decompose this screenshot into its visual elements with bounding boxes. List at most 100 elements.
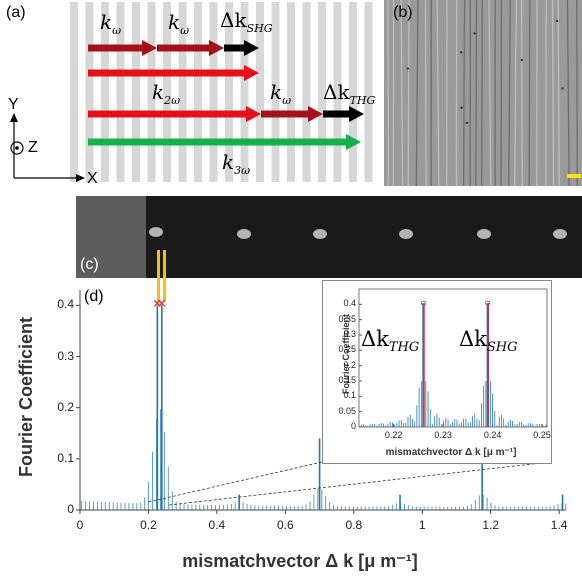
inset-annotation-thg: ΔkTHG xyxy=(361,327,420,356)
diffraction-spot xyxy=(477,229,491,239)
inset-y-tick-label: 0.25 xyxy=(338,344,356,355)
x-tick-label: 0.8 xyxy=(345,518,363,532)
y-tick-label: 0.2 xyxy=(57,399,74,414)
label-k-omega-2: kω xyxy=(168,10,190,37)
diffraction-spot xyxy=(149,227,163,237)
diffraction-spot xyxy=(399,229,413,239)
inset-peak-marker xyxy=(485,300,491,306)
inset-y-tick-label: 0 xyxy=(350,421,356,431)
domain-wall-line xyxy=(400,0,404,186)
x-tick-label: 1.4 xyxy=(550,518,568,532)
inset-x-tick-label: 0.23 xyxy=(434,430,452,440)
defect-dot xyxy=(520,58,524,62)
defect-dot xyxy=(561,87,564,90)
inset-y-tick-label: 0.4 xyxy=(343,298,356,309)
domain-wall-line xyxy=(415,0,419,186)
inset-y-tick-label: 0.2 xyxy=(343,359,356,370)
panel-d-label: (d) xyxy=(84,288,104,305)
domain-wall-line xyxy=(424,0,427,186)
inset-y-tick-label: 0.3 xyxy=(343,329,356,339)
axis-x-label: X xyxy=(87,170,98,187)
inset-plot-frame xyxy=(358,288,548,428)
x-tick-label: 0.6 xyxy=(277,518,294,532)
grating-stripe xyxy=(70,2,78,182)
inset-y-tick-label: 0.15 xyxy=(338,375,356,385)
grating-stripe xyxy=(287,2,295,182)
grating-stripe xyxy=(85,2,94,182)
x-tick-label: 0 xyxy=(76,518,84,532)
panel-b-label: (b) xyxy=(393,4,413,21)
inset-y-tick-label: 0.35 xyxy=(338,313,356,324)
panel-c-far-field-image: (c) xyxy=(76,196,582,278)
domain-wall-line xyxy=(462,0,466,186)
axis-z-label: Z xyxy=(28,139,38,156)
x-tick-label: 0.2 xyxy=(140,518,157,532)
defect-dot xyxy=(473,32,476,35)
inset-peak-marker xyxy=(420,300,426,306)
bright-region xyxy=(76,196,146,278)
inset-x-tick-label: 0.25 xyxy=(533,430,551,440)
grating-stripe xyxy=(364,2,373,182)
diffraction-spot xyxy=(553,229,567,239)
defect-dot xyxy=(460,106,463,110)
label-k-omega-1: kω xyxy=(100,10,122,37)
arrow-k-omega-3 xyxy=(261,106,323,122)
grating-stripe xyxy=(349,2,357,182)
grating-stripe xyxy=(318,2,326,182)
domain-wall-line xyxy=(576,0,578,186)
wavevector-arrows xyxy=(10,40,364,182)
arrow-k-omega-2 xyxy=(157,40,224,56)
inset-spectrum xyxy=(358,288,548,428)
grating-stripe xyxy=(271,2,280,182)
grating-stripes xyxy=(70,2,373,182)
diffraction-spot xyxy=(237,229,251,239)
inset-annotation-shg: ΔkSHG xyxy=(459,327,518,356)
defect-dot xyxy=(465,121,469,125)
label-k-omega-3: kω xyxy=(270,80,292,107)
zoom-connector-left xyxy=(148,461,323,503)
inset-x-axis-title: mismatchvector Δ k [μ m⁻¹] xyxy=(385,447,517,458)
inset-x-tick-label: 0.24 xyxy=(483,430,502,440)
axis-y-label: Y xyxy=(8,96,19,113)
domain-wall-line xyxy=(488,0,492,186)
arrow-k-2omega xyxy=(88,106,261,122)
marker-thg-line xyxy=(157,250,160,302)
grating-stripe xyxy=(116,2,125,182)
arrow-k-omega-1 xyxy=(88,40,157,56)
domain-wall-line xyxy=(557,0,560,186)
x-axis-title: mismatchvector Δ k [μ m⁻¹] xyxy=(182,551,418,571)
scale-bar xyxy=(567,174,581,178)
arrow-k-3omega xyxy=(88,134,361,150)
domain-wall-line xyxy=(528,0,531,186)
panel-b-micrograph: (b) xyxy=(384,0,582,186)
grating-stripe xyxy=(132,2,140,182)
label-delta-k-thg: ΔkTHG xyxy=(323,80,376,107)
grating-stripe xyxy=(256,2,264,182)
marker-shg-line xyxy=(163,250,166,302)
grating-stripe xyxy=(194,2,202,182)
zoom-connector-right xyxy=(168,461,551,506)
x-tick-label: 1.2 xyxy=(482,518,500,532)
domain-wall-line xyxy=(551,0,555,186)
inset-y-tick-label: 0.1 xyxy=(343,390,356,401)
domain-wall-line xyxy=(514,0,517,186)
arrow-k-2omega-top xyxy=(88,65,259,81)
y-tick-label: 0.4 xyxy=(57,297,74,312)
y-tick-label: 0.3 xyxy=(57,348,74,363)
panel-a-label: (a) xyxy=(6,4,26,21)
peak-marker xyxy=(158,299,166,307)
domain-wall-line xyxy=(436,0,440,186)
arrow-delta-k-shg xyxy=(224,40,259,56)
panel-a-phase-matching-diagram: (a) xyxy=(0,0,380,187)
x-tick-label: 1 xyxy=(418,518,426,532)
x-tick-label: 0.4 xyxy=(208,518,226,532)
grating-stripe xyxy=(240,2,249,182)
inset-y-tick-label: 0.05 xyxy=(338,405,356,416)
panel-d-fourier-spectrum: (d) Fourier Coefficient mismatchvector Δ… xyxy=(0,280,582,581)
defect-dot xyxy=(406,67,410,70)
domain-wall-line xyxy=(520,0,523,186)
grating-stripe xyxy=(147,2,156,182)
domain-wall-line xyxy=(508,0,511,186)
grating-stripe xyxy=(101,2,109,182)
inset-x-tick-label: 0.22 xyxy=(384,430,403,440)
